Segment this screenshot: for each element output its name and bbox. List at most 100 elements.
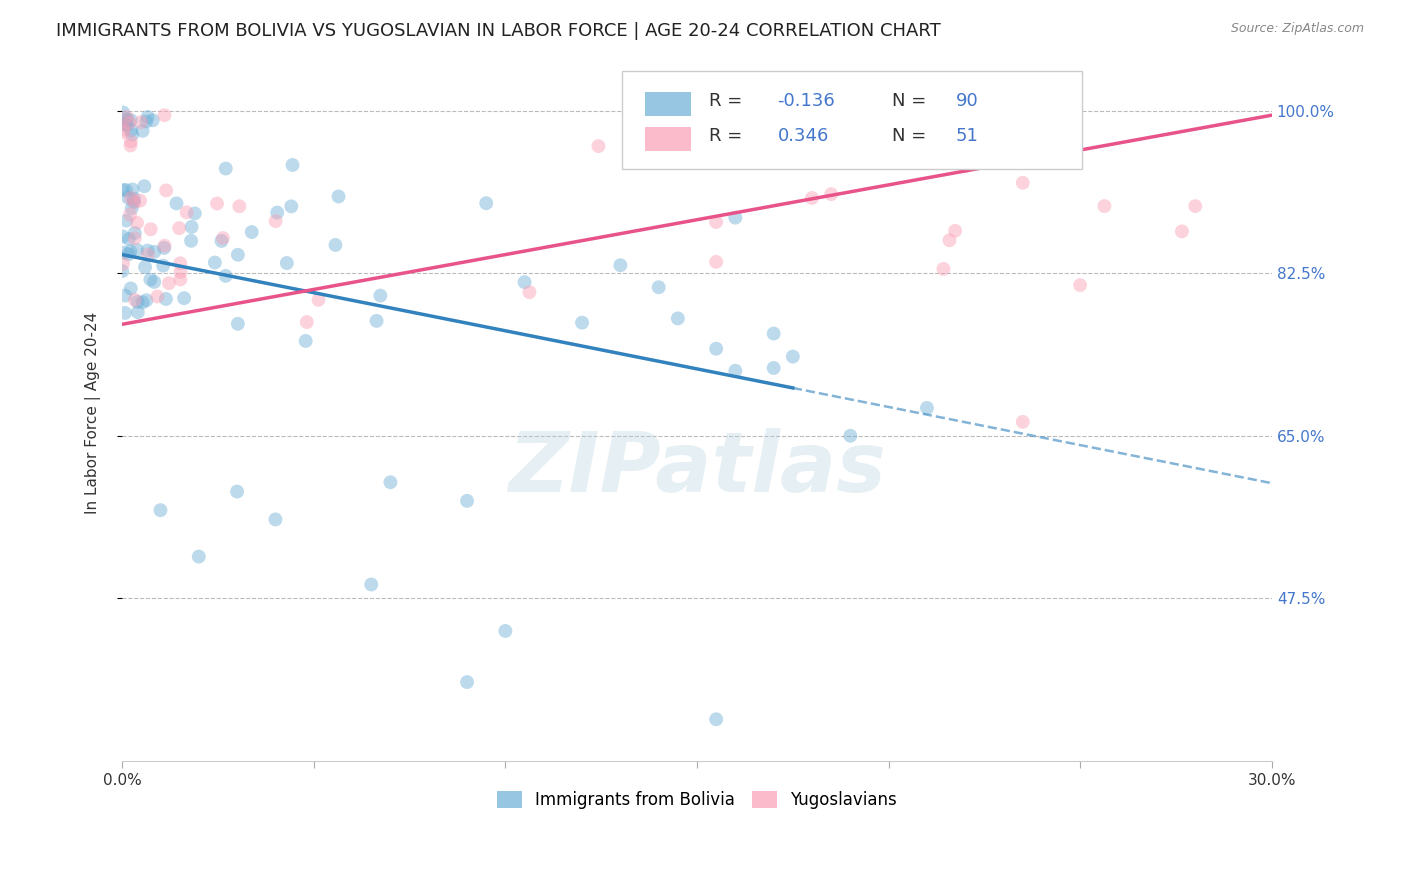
Point: [153, 238, 176, 252]
Point: [125, 216, 148, 230]
Text: 90: 90: [956, 92, 979, 110]
Text: 51: 51: [956, 127, 979, 145]
Point: [115, 112, 138, 127]
FancyBboxPatch shape: [645, 92, 692, 116]
Text: 0.346: 0.346: [778, 127, 830, 145]
Point: [120, 281, 142, 295]
Point: [120, 113, 142, 128]
Point: [115, 213, 138, 227]
Point: [264, 214, 287, 228]
Point: [120, 134, 142, 148]
Point: [1069, 278, 1091, 293]
Text: IMMIGRANTS FROM BOLIVIA VS YUGOSLAVIAN IN LABOR FORCE | AGE 20-24 CORRELATION CH: IMMIGRANTS FROM BOLIVIA VS YUGOSLAVIAN I…: [56, 22, 941, 40]
Point: [915, 401, 938, 415]
Point: [1171, 224, 1194, 238]
Point: [120, 191, 142, 205]
Point: [820, 187, 842, 202]
Point: [112, 105, 135, 120]
Point: [118, 232, 141, 246]
Point: [932, 261, 955, 276]
Y-axis label: In Labor Force | Age 20-24: In Labor Force | Age 20-24: [86, 311, 101, 514]
Point: [281, 158, 304, 172]
Point: [294, 334, 316, 348]
Point: [276, 256, 298, 270]
Text: R =: R =: [709, 127, 748, 145]
Point: [139, 272, 162, 286]
Point: [571, 316, 593, 330]
Point: [135, 293, 157, 308]
Point: [1094, 199, 1116, 213]
Point: [121, 128, 143, 142]
Point: [1184, 199, 1206, 213]
Point: [136, 248, 159, 262]
Point: [120, 123, 142, 137]
Point: [264, 512, 287, 526]
Point: [328, 189, 350, 203]
Point: [266, 205, 288, 219]
Point: [308, 293, 330, 307]
Point: [146, 289, 169, 303]
Point: [112, 125, 135, 139]
Point: [360, 577, 382, 591]
Point: [1011, 415, 1033, 429]
Point: [129, 115, 152, 129]
Point: [943, 224, 966, 238]
Point: [114, 288, 136, 302]
Point: [136, 110, 159, 124]
Point: [215, 161, 238, 176]
Point: [762, 361, 785, 376]
Point: [169, 256, 191, 270]
Point: [955, 159, 977, 173]
Text: N =: N =: [893, 92, 932, 110]
Point: [134, 260, 156, 274]
Point: [187, 549, 209, 564]
Point: [125, 243, 148, 257]
Point: [226, 484, 249, 499]
Point: [157, 276, 180, 290]
Point: [456, 493, 478, 508]
Point: [115, 110, 138, 124]
Point: [205, 196, 228, 211]
Point: [166, 196, 188, 211]
Point: [142, 113, 165, 128]
Point: [112, 245, 135, 260]
Point: [782, 350, 804, 364]
Point: [704, 712, 727, 726]
Point: [115, 112, 138, 127]
Point: [111, 183, 134, 197]
Point: [136, 244, 159, 258]
Text: Source: ZipAtlas.com: Source: ZipAtlas.com: [1230, 22, 1364, 36]
Point: [226, 317, 249, 331]
Point: [120, 244, 142, 259]
Legend: Immigrants from Bolivia, Yugoslavians: Immigrants from Bolivia, Yugoslavians: [491, 784, 904, 815]
Point: [666, 311, 689, 326]
Point: [280, 199, 302, 213]
Point: [131, 295, 153, 310]
Point: [153, 108, 176, 122]
Point: [135, 114, 157, 128]
Point: [111, 229, 134, 244]
Point: [127, 305, 149, 319]
FancyBboxPatch shape: [623, 71, 1083, 169]
Point: [380, 475, 402, 490]
Point: [112, 257, 135, 271]
Point: [724, 364, 747, 378]
Point: [295, 315, 318, 329]
Point: [513, 275, 536, 289]
Point: [762, 326, 785, 341]
Point: [176, 205, 198, 219]
Point: [169, 265, 191, 279]
Point: [456, 675, 478, 690]
Point: [124, 226, 146, 240]
Point: [155, 292, 177, 306]
FancyBboxPatch shape: [645, 127, 692, 151]
Point: [724, 211, 747, 225]
Point: [228, 199, 250, 213]
Point: [115, 183, 138, 197]
Text: N =: N =: [893, 127, 932, 145]
Point: [240, 225, 263, 239]
Point: [124, 231, 146, 245]
Point: [127, 294, 149, 309]
Point: [704, 215, 727, 229]
Point: [173, 291, 195, 305]
